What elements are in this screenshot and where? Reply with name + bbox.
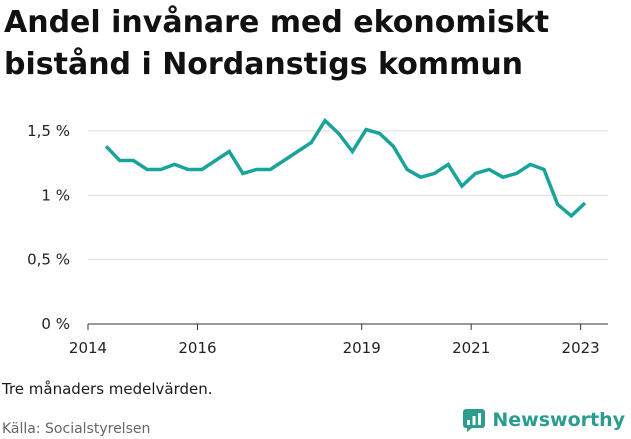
x-axis-tick-labels: 2014 2016 2019 2021 2023 xyxy=(69,339,600,357)
y-tick-label: 1,5 % xyxy=(27,122,70,140)
brand-name: Newsworthy xyxy=(492,409,625,431)
x-tick-label: 2019 xyxy=(343,339,381,357)
x-tick-label: 2014 xyxy=(69,339,107,357)
source-text: Källa: Socialstyrelsen xyxy=(2,421,151,437)
y-axis-tick-labels: 0 % 0,5 % 1 % 1,5 % xyxy=(27,122,70,333)
y-tick-label: 1 % xyxy=(41,186,70,204)
gridlines xyxy=(88,130,608,261)
series-line xyxy=(104,117,587,219)
x-tick-label: 2016 xyxy=(178,339,216,357)
x-axis xyxy=(87,323,608,330)
x-tick-label: 2021 xyxy=(452,339,490,357)
newsworthy-brand[interactable]: Newsworthy xyxy=(462,408,625,432)
y-tick-label: 0 % xyxy=(41,315,70,333)
x-tick-label: 2023 xyxy=(562,339,600,357)
y-tick-label: 0,5 % xyxy=(27,251,70,269)
series xyxy=(104,117,587,219)
newsworthy-logo-icon xyxy=(463,409,486,432)
chart-title: Andel invånare med ekonomiskt bistånd i … xyxy=(4,5,550,82)
chart-note: Tre månaders medelvärden. xyxy=(2,380,213,398)
